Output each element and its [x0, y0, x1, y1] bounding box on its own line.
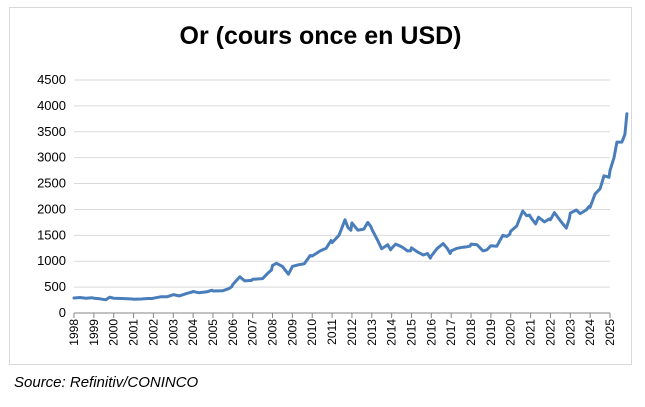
x-tick-label: 1999	[87, 319, 101, 346]
x-tick-label: 2011	[325, 319, 339, 345]
x-tick-label: 2015	[404, 319, 418, 346]
y-tick-label: 3000	[37, 150, 66, 165]
grid-lines	[74, 79, 610, 288]
x-tick-label: 2023	[563, 319, 577, 346]
x-tick-label: 2004	[186, 319, 200, 346]
x-tick-label: 2016	[424, 319, 438, 346]
x-tick-label: 1998	[67, 319, 81, 346]
x-tick-label: 2006	[226, 319, 240, 346]
x-tick-label: 2000	[107, 319, 121, 346]
x-tick-label: 2022	[543, 319, 557, 346]
y-tick-label: 3500	[37, 124, 66, 139]
y-tick-label: 1500	[37, 227, 66, 242]
x-tick-label: 2009	[285, 319, 299, 346]
x-tick-label: 2007	[246, 319, 260, 346]
chart-frame	[9, 7, 632, 365]
x-tick-label: 2005	[206, 319, 220, 346]
x-tick-label: 2025	[603, 319, 617, 346]
x-tick-label: 2021	[524, 319, 538, 346]
x-tick-label: 2010	[305, 319, 319, 346]
x-tick-label: 2014	[385, 319, 399, 346]
x-tick-label: 2018	[464, 319, 478, 346]
x-tick-labels: 1998 1999 2000 2001 2002 2003 2004 2005 2006 2007…	[67, 319, 617, 346]
x-tick-label: 2012	[345, 319, 359, 346]
y-tick-labels: 0 500 1000 1500 2000 2500 3000 3500 4000 4500	[37, 72, 66, 320]
y-tick-label: 2500	[37, 176, 66, 191]
series-line-gold-price	[72, 112, 629, 302]
x-tick-label: 2020	[504, 319, 518, 346]
x-tick-label: 2019	[484, 319, 498, 346]
axes	[73, 312, 611, 318]
x-tick-label: 2024	[583, 319, 597, 346]
y-tick-label: 1000	[37, 253, 66, 268]
x-tick-label: 2008	[266, 319, 280, 346]
x-tick-label: 2013	[365, 319, 379, 346]
series-layer	[72, 112, 629, 302]
y-tick-label: 500	[44, 279, 66, 294]
y-tick-label: 2000	[37, 201, 66, 216]
y-tick-label: 4500	[37, 72, 66, 87]
x-tick-label: 2003	[166, 319, 180, 346]
x-tick-label: 2001	[127, 319, 141, 346]
source-note: Source: Refinitiv/CONINCO	[14, 374, 199, 391]
chart-title: Or (cours once en USD)	[179, 22, 462, 50]
x-tick-label: 2002	[146, 319, 160, 346]
y-tick-label: 0	[59, 305, 66, 320]
y-tick-label: 4000	[37, 98, 66, 113]
x-tick-label: 2017	[444, 319, 458, 346]
